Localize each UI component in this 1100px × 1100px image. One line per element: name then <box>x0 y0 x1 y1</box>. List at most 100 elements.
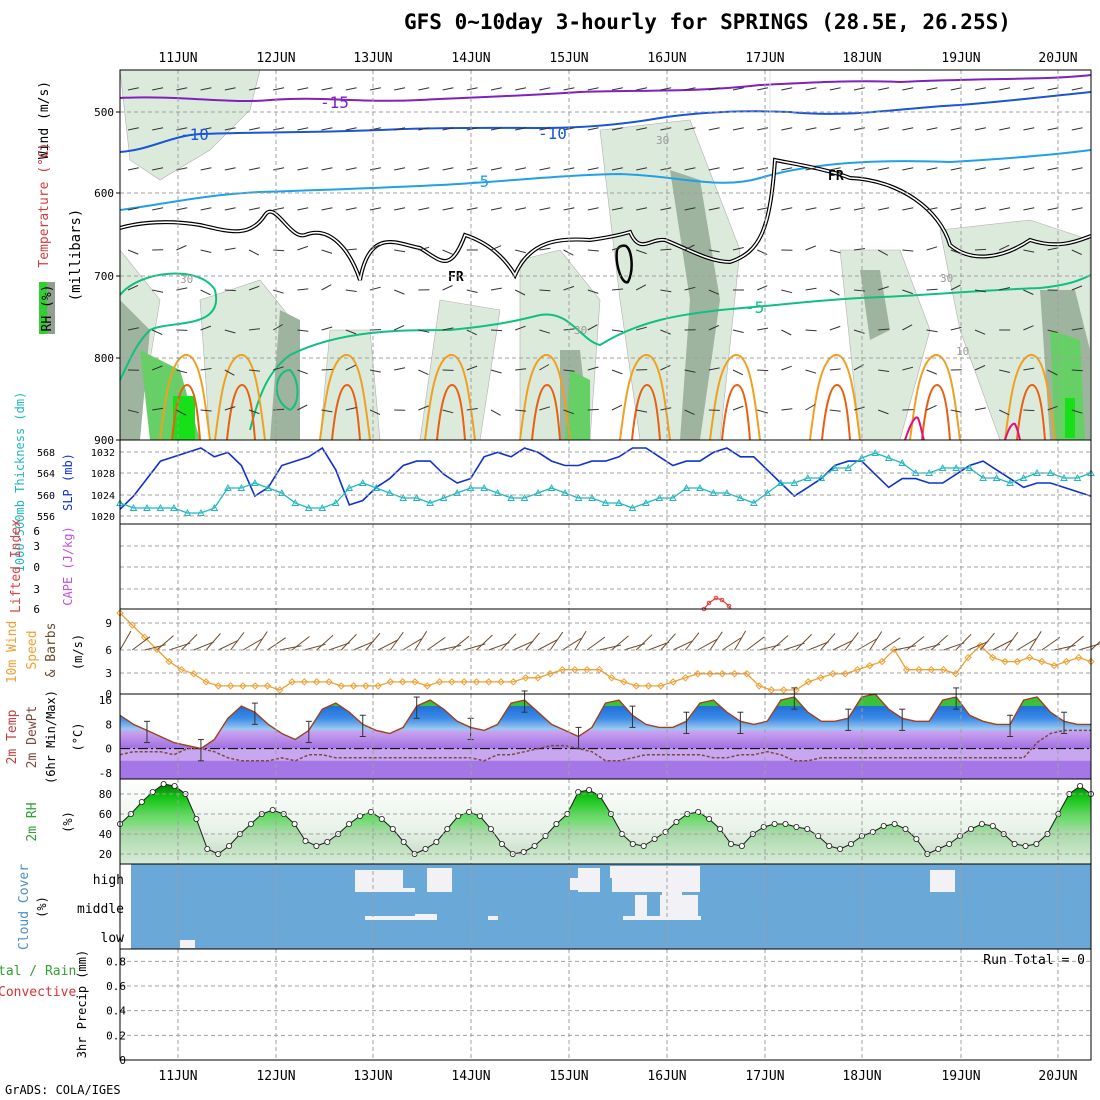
wind-tick-label: 6 <box>105 644 112 657</box>
thickness-marker <box>547 483 556 491</box>
wind-barb-10m <box>611 635 629 651</box>
wind-barb <box>853 248 865 251</box>
chart-title: GFS 0~10day 3-hourly for SPRINGS (28.5E,… <box>404 10 1011 34</box>
cape-tick-label: 3 <box>33 583 40 596</box>
thickness-marker <box>750 498 758 506</box>
wind-speed-marker <box>902 665 911 674</box>
wind-barb <box>127 327 139 331</box>
rh-marker <box>400 839 407 846</box>
wind-barb-10m <box>549 631 564 651</box>
rh-tick-label: 80 <box>99 788 112 801</box>
cloud-panel <box>131 864 1091 949</box>
rh-marker <box>367 809 374 816</box>
wind-barb <box>611 404 623 411</box>
wind-barb <box>490 127 502 131</box>
wind-barb <box>1023 289 1034 295</box>
wind-barb <box>684 207 696 211</box>
wind-speed-marker <box>1013 657 1021 666</box>
rh-marker <box>476 813 483 820</box>
thickness-marker <box>251 478 259 486</box>
thickness-marker <box>830 463 839 471</box>
wind-speed-marker <box>571 665 579 674</box>
wind-barb <box>442 249 453 255</box>
cloud-block <box>365 916 437 920</box>
wind-barb-10m <box>734 630 747 651</box>
wind-barb-10m <box>857 638 877 651</box>
rh-marker <box>422 846 429 853</box>
wind-barb-10m <box>279 645 302 651</box>
thickness-marker <box>871 448 880 456</box>
wind-barb <box>539 247 551 251</box>
wind-barb <box>636 167 648 171</box>
thickness-marker <box>1073 473 1082 481</box>
wind-barb <box>152 87 164 91</box>
rh-marker <box>498 841 505 848</box>
thickness-marker <box>183 508 192 516</box>
wind-barb <box>200 87 212 91</box>
wind-barb <box>442 327 454 331</box>
freezing-label: FR <box>828 169 844 184</box>
wind10-panel <box>116 609 1100 694</box>
wind-barb <box>224 247 236 251</box>
lifted-index-marker <box>713 595 719 601</box>
wind-speed-marker <box>644 682 653 690</box>
thickness-marker <box>156 503 165 511</box>
wind-speed-marker <box>497 678 505 686</box>
cloud-block <box>180 940 195 948</box>
thickness-marker <box>210 503 219 511</box>
wind-speed-marker <box>1038 657 1046 666</box>
upper-ylabel-rh: RH (%) <box>40 285 55 332</box>
isotherm-20 <box>1004 422 1021 441</box>
wind-barb <box>708 367 720 371</box>
wind-barb <box>878 127 890 131</box>
wind-speed-marker <box>804 678 813 686</box>
cloud-block <box>662 888 682 900</box>
wind-barb <box>1023 325 1034 331</box>
rh-marker <box>586 787 593 794</box>
wind-speed-marker <box>448 678 456 686</box>
wind-barb <box>466 289 478 293</box>
rh-marker <box>869 829 876 836</box>
wind-barb-10m <box>709 631 723 651</box>
thickness-marker <box>898 458 907 466</box>
isotherm-15 <box>531 383 561 441</box>
wind-barb <box>805 369 817 374</box>
wind-barb <box>660 127 672 131</box>
wind-barb <box>394 367 406 371</box>
wind-speed-marker <box>140 633 149 642</box>
wind-barb <box>515 207 527 211</box>
wind-barb-10m <box>513 640 534 651</box>
isotherm-label: -10 <box>180 125 209 144</box>
rh-marker <box>880 823 887 830</box>
lifted-index-marker <box>726 603 732 609</box>
panel-frame <box>119 948 1092 1061</box>
wind-barb <box>926 167 938 171</box>
wind-barb-10m <box>119 630 132 651</box>
wind-barb <box>926 87 938 91</box>
thickness-marker <box>884 453 893 461</box>
wind-barb <box>926 288 938 291</box>
wind-barb <box>200 368 212 371</box>
wind-barb <box>369 127 381 131</box>
wind-barb-10m <box>1090 640 1100 651</box>
thickness-marker <box>358 478 367 486</box>
wind-barb <box>660 289 672 293</box>
wind-speed-marker <box>190 670 198 678</box>
thickness-marker <box>952 463 960 471</box>
wind-barb <box>345 364 356 371</box>
wind-tick-label: 0 <box>105 688 112 701</box>
isotherm-15 <box>171 383 201 441</box>
wind-speed-marker <box>718 670 726 678</box>
wind-barb-10m <box>267 637 286 651</box>
wind-barb-10m <box>291 636 310 651</box>
wind-barb <box>418 87 430 91</box>
thickness-tick-label: 560 <box>37 491 55 502</box>
rh-marker <box>760 824 767 831</box>
wind-barb <box>369 286 381 291</box>
wind-barb <box>321 167 333 171</box>
wind-barb <box>829 368 841 371</box>
wind-speed-marker <box>362 682 370 690</box>
wind-barb-10m <box>586 636 606 651</box>
rh-marker <box>1077 783 1084 790</box>
